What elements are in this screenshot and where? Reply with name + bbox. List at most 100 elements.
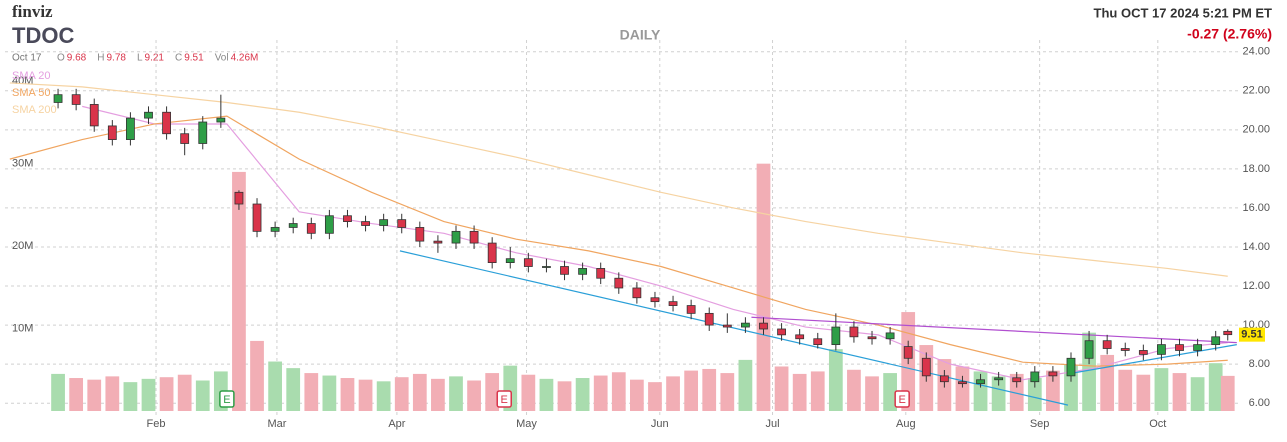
volume-bar [431,378,445,411]
volume-bar [51,373,65,411]
earnings-label: E [898,394,905,406]
candle-body [306,223,316,234]
legend-value: 9.21 [145,53,165,64]
volume-bar [521,374,536,411]
volume-bar [394,377,409,411]
legend-key: H [97,53,104,64]
volume-bar [286,368,301,411]
candle-body [324,215,334,234]
volume-bar [87,379,102,411]
candle-body [288,223,298,228]
candle-body [379,219,389,226]
y-tick-label: 12.00 [1242,280,1270,292]
x-tick-label: Sep [1030,418,1050,430]
candle-body [994,377,1004,381]
candle-body [216,117,226,123]
volume-tick-label: 10M [12,322,33,334]
volume-bar [232,171,246,411]
trendline [1067,344,1237,375]
legend-value: 9.68 [67,53,87,64]
ticker: TDOC [12,23,74,48]
candle-body [650,297,660,303]
price-tag-label: 9.51 [1241,329,1262,341]
candle-body [433,240,443,244]
candle-body [722,324,732,328]
candle-body [523,258,533,267]
volume-bar [774,366,789,411]
volume-bar [1220,375,1235,411]
volume-bar [738,359,753,411]
legend-key: C [175,53,182,64]
candle-body [578,268,588,275]
candle-body [451,230,461,244]
volume-bar [376,381,391,411]
candle-body [1175,344,1184,351]
y-tick-label: 6.00 [1249,397,1270,409]
volume-bar [1190,377,1205,411]
brand: finviz [12,2,53,21]
volume-bar [611,372,626,411]
volume-bar [1027,378,1042,411]
candle-body [107,125,117,140]
candle-body [741,322,750,328]
volume-bar [322,375,337,411]
volume-bar [250,340,264,411]
volume-bar [467,380,481,411]
candle-body [1193,344,1203,351]
candle-body [234,191,244,205]
legend-entry: SMA 20 [12,70,51,82]
candle-body [180,133,190,144]
volume-bar [883,373,897,411]
candle-body [343,215,352,222]
candle-body [198,121,208,144]
sma-line [9,115,1228,367]
candle-body [505,258,515,263]
trendline [399,250,1069,406]
volume-bar [865,376,879,411]
volume-bar [593,375,608,411]
price-change: -0.27 (2.76%) [1187,26,1272,42]
candle-body [1012,377,1022,383]
candle-body [1120,348,1130,351]
volume-bar [1009,373,1024,411]
sma-line [9,82,1228,277]
candle-body [162,111,171,135]
volume-bar [828,349,843,411]
volume-bar [304,373,319,411]
candle-body [144,111,153,119]
volume-bar [1100,354,1115,411]
volume-bar [792,373,807,411]
volume-bar [159,377,174,411]
candle-body [795,334,805,340]
volume-bar [684,370,699,411]
timestamp: Thu OCT 17 2024 5:21 PM ET [1094,5,1273,20]
legend-entry: SMA 200 [12,104,57,116]
candle-body [759,322,768,330]
legend-date: Oct 17 [12,53,42,64]
volume-bar [702,368,717,411]
x-tick-label: Oct [1149,418,1166,430]
volume-bar [195,380,210,411]
candle-body [415,227,425,242]
volume-bar [539,378,554,411]
candle-body [1066,357,1076,377]
candle-body [686,305,696,314]
candle-body [252,203,262,232]
volume-bar [1172,373,1187,411]
volume-bar [340,378,355,411]
candle-body [614,277,624,289]
volume-bar [1136,374,1151,411]
sma-line [82,105,1228,381]
candle-body [1102,340,1112,349]
legend-key: Vol [215,53,229,64]
volume-bar [630,379,644,411]
earnings-label: E [223,394,230,406]
candle-body [487,242,497,264]
volume-bar [412,373,427,411]
candle-body [596,268,606,279]
volume-bar [1118,369,1133,411]
legend-value: 9.51 [184,53,204,64]
candle-body [1048,371,1058,377]
candle-body [939,375,949,383]
